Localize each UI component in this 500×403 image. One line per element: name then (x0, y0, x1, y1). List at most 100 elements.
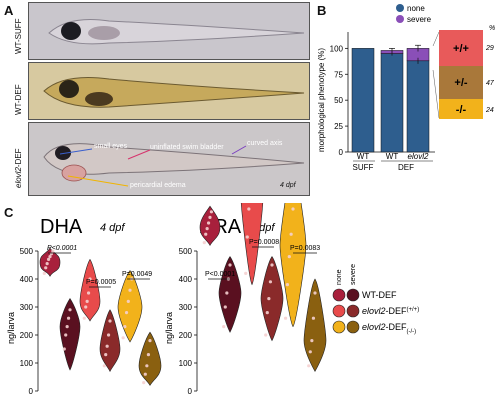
dha-violin-mut-severe-point (142, 381, 146, 385)
ara-violin-mut-severe-point (310, 339, 314, 343)
dha-violin-mut-none-point (123, 325, 127, 329)
swim-bladder-label: uninflated swim bladder (150, 144, 224, 151)
b-y-tick-label: 75 (334, 70, 343, 79)
ara-violin-wt-severe (218, 256, 242, 333)
dha-violin-mut-none-point (126, 299, 130, 303)
genotype-label-wt: +/+ (453, 43, 469, 55)
genotype-n-mut: 24 (485, 107, 494, 114)
ara-violin-wt-none-point (204, 232, 208, 236)
legend-swatch-severe (396, 15, 404, 23)
stage-label: 4 dpf (280, 182, 296, 189)
ara-violin-mut-none-point (283, 316, 288, 320)
ara-violin-wt-none-point (205, 227, 209, 231)
dha-y-tick-label: 300 (20, 303, 34, 312)
dha-violin-mut-none-point (128, 288, 132, 292)
dha-violin-mut-severe-point (143, 372, 147, 376)
ara-p-value-1: P<0.0001 (205, 271, 235, 278)
larva-illustration (48, 19, 305, 45)
dha-violin-mut-none (117, 270, 143, 343)
legend-label-elovl2-mut: elovl2-DEF(-/-) (362, 322, 416, 335)
larva-illustration (43, 77, 305, 108)
legend-swatch-mut-none (332, 320, 346, 334)
dha-violin-wt2-none-point (84, 305, 88, 309)
dha-violin-wt-severe-point (65, 325, 69, 329)
panel-b-letter: B (317, 3, 327, 18)
genotype-segment-het (439, 66, 483, 99)
b-y-axis-label: morphological phenotype (%) (317, 48, 326, 152)
legend-header-severe: severe (350, 264, 357, 285)
legend-swatch-wt-none (332, 288, 346, 302)
ara-violin-wt2-severe (260, 256, 284, 342)
legend-swatch-mut-severe (346, 320, 360, 334)
legend-swatch-none (396, 4, 404, 12)
b-y-tick-label: 100 (330, 44, 344, 53)
small-eyes-label: small eyes (94, 143, 128, 150)
ara-violin-mut-severe-point (308, 350, 312, 354)
row-label-wt-suff: WT-SUFF (14, 18, 23, 54)
panel-a-letter: A (4, 3, 14, 18)
ara-violin-wt2-severe-point (270, 263, 274, 267)
genotype-n-het: 47 (486, 80, 495, 87)
dha-violin-wt-none (39, 247, 61, 277)
ara-violin-wt2-severe-point (265, 311, 269, 315)
ara-violin-wt-none-point (208, 215, 212, 219)
dha-violins (39, 247, 162, 387)
dha-violin-mut-none-point (124, 311, 129, 315)
b-y-tick-label: 25 (334, 122, 343, 131)
genotype-segment-mut (439, 99, 483, 119)
legend-label-none: none (407, 4, 425, 13)
dha-violin-wt-severe-point (62, 347, 66, 351)
ara-violin-wt2-severe-point (264, 333, 268, 337)
dha-violin-wt2-severe-point (106, 333, 111, 337)
genotype-connector-top (432, 31, 440, 47)
genotype-n-wt: 29 (485, 45, 494, 52)
legend-swatch-wt-elovl2-none (332, 304, 346, 318)
ara-violin-wt-none-point (206, 221, 211, 225)
larva-photo-wt-def (28, 62, 310, 120)
ara-violin-wt-severe-point (225, 291, 229, 295)
dha-y-tick-label: 500 (20, 247, 34, 256)
dha-violin-wt2-severe (99, 309, 121, 373)
b-bars (351, 44, 430, 153)
ara-y-axis-label: ng/larva (164, 312, 174, 344)
x-label-def: DEF (398, 163, 414, 172)
dha-violin-wt-none-point (46, 257, 51, 261)
dha-violin-wt2-severe-point (104, 353, 108, 357)
dha-violin-mut-none-point (121, 336, 125, 340)
dha-violin-wt2-severe-point (108, 319, 112, 323)
panel-c-violins: DHA 4 dpf ng/larva 0 100 200 300 400 500 P<0.… (6, 203, 419, 396)
ara-y-tick-label: 300 (179, 303, 193, 312)
x-label-suff: SUFF (353, 163, 374, 172)
ara-violin-wt-severe-point (228, 263, 232, 267)
ara-violins (199, 203, 327, 373)
ara-violin-wt-none-point (209, 210, 214, 214)
dha-violin-wt-severe-point (68, 308, 72, 312)
dha-axis: 0 100 200 300 400 500 (20, 247, 39, 396)
dha-violin-wt2-none-point (86, 291, 91, 295)
dha-violin-wt-severe (59, 298, 81, 371)
dha-title: DHA (40, 216, 83, 238)
dha-stage: 4 dpf (100, 222, 125, 234)
ara-violin-wt-severe-point (223, 305, 227, 309)
ara-violin-wt2-severe-point (268, 280, 273, 284)
ara-violin-mut-severe-point (313, 291, 317, 295)
ara-violin-mut-severe-point (311, 316, 316, 320)
dha-y-tick-label: 100 (20, 359, 34, 368)
ara-y-tick-label: 200 (179, 331, 193, 340)
dha-violin-wt2-none-point (88, 277, 92, 281)
dha-violin-wt-none-point (42, 271, 46, 275)
x-label-elovl2: elovl2 (408, 152, 429, 161)
larva-photo-wt-suff (28, 2, 310, 60)
ara-violin-mut-none-point (287, 255, 291, 259)
x-label-wt-suff-wt: WT (357, 152, 370, 161)
dha-violin-mut-severe-point (146, 353, 151, 357)
row-label-elovl2-def: elovl2-DEF (14, 148, 23, 188)
legend-label-elovl2-wt: elovl2-DEF(+/+) (362, 306, 419, 316)
dha-violin-wt-none-point (51, 249, 55, 253)
ara-y-tick-label: 500 (179, 247, 193, 256)
row-label-wt-def: WT-DEF (14, 84, 23, 115)
legend-header-none: none (336, 269, 343, 285)
bar-none-0 (351, 48, 375, 153)
ara-violin-wt2-none-point (247, 207, 251, 211)
ara-violin-mut-severe (303, 278, 327, 373)
